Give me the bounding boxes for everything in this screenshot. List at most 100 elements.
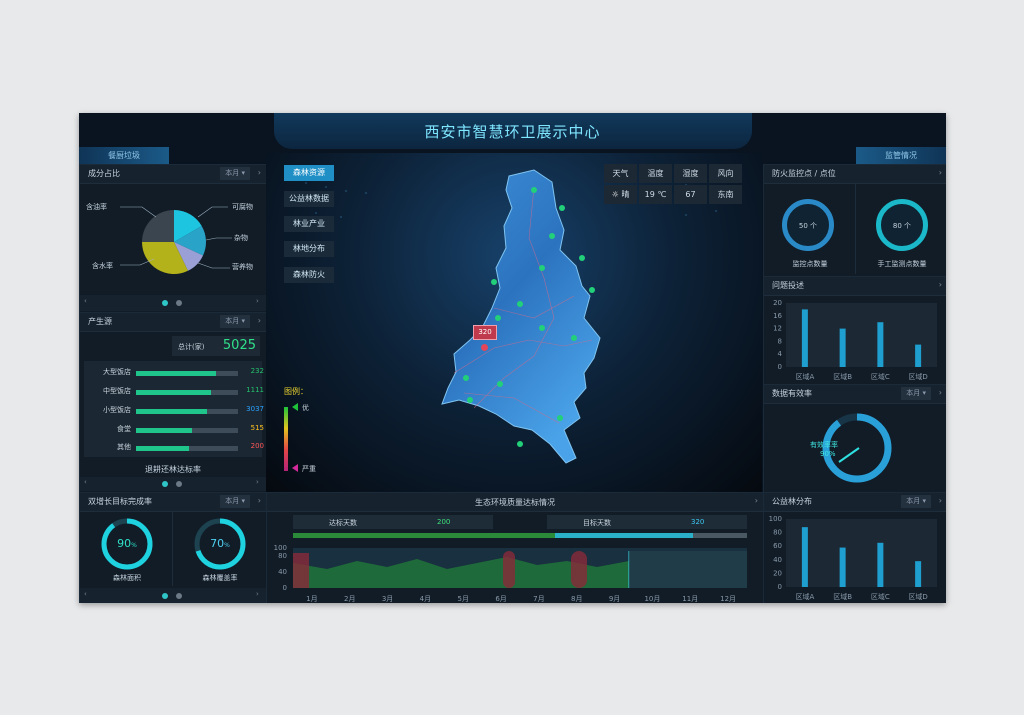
source-row-label: 其他	[117, 443, 131, 451]
legend-bottom-label: 严重	[302, 465, 316, 473]
problem-next-icon[interactable]: ›	[938, 280, 942, 289]
forest-ytick: 0	[778, 583, 782, 591]
menu-item-fire-prevention[interactable]: 森林防火	[284, 267, 334, 283]
map-marker-pin[interactable]	[481, 344, 488, 351]
source-row-bar	[136, 446, 190, 451]
forest-period-select[interactable]: 本月 ▾	[901, 495, 931, 508]
weather-value-wind: 东南	[709, 185, 742, 204]
growth-label-forest-area: 森林面积	[113, 574, 141, 582]
source-title: 产生源	[88, 317, 112, 326]
pager-dot[interactable]	[162, 300, 168, 306]
fire-value-manual: 80 个	[892, 222, 912, 230]
menu-item-forest-resource[interactable]: 森林资源	[284, 165, 334, 181]
growth-title: 双增长目标完成率	[88, 497, 152, 506]
eco-xtick: 12月	[720, 595, 736, 603]
efficiency-title: 数据有效率	[772, 389, 812, 398]
weather-header-weather: 天气	[604, 164, 637, 183]
growth-next-icon[interactable]: ›	[257, 496, 261, 505]
forest-bar	[915, 561, 922, 587]
eco-xtick: 6月	[495, 595, 506, 603]
composition-title: 成分占比	[88, 169, 120, 178]
pager-dot[interactable]	[162, 593, 168, 599]
eco-xtick: 3月	[382, 595, 393, 603]
weather-value-humidity: 67	[674, 185, 707, 204]
forest-ytick: 80	[773, 529, 782, 537]
growth-period-select[interactable]: 本月 ▾	[220, 495, 250, 508]
eco-xtick: 9月	[609, 595, 620, 603]
source-row-bar	[136, 371, 216, 376]
composition-period-select[interactable]: 本月 ▾	[220, 167, 250, 180]
forest-bar-chart: 0 20 40 60 80 100 区域A 区域B 区域C 区域D	[769, 515, 937, 601]
problem-panel: 问题投述 › 0 4 8 12 16 20 区域A 区域B 区域C 区域D	[763, 276, 946, 385]
eco-next-icon[interactable]: ›	[754, 496, 758, 505]
problem-plot-bg	[786, 303, 937, 367]
pie-slice-oil	[174, 210, 202, 242]
source-row-label: 小型饭店	[103, 406, 131, 414]
eco-target-value: 320	[691, 518, 705, 526]
growth-ring-coverage	[194, 518, 246, 570]
forest-header: 公益林分布 本月 ▾ ›	[764, 493, 946, 512]
eco-xtick: 8月	[571, 595, 582, 603]
eco-target: 目标天数 320	[547, 515, 747, 529]
forest-next-icon[interactable]: ›	[938, 496, 942, 505]
problem-ytick: 8	[778, 337, 782, 345]
sun-icon: ☼	[611, 190, 619, 199]
pager-dot[interactable]	[176, 481, 182, 487]
efficiency-period-select[interactable]: 本月 ▾	[901, 387, 931, 400]
title-band	[274, 113, 752, 149]
pager-dot[interactable]	[176, 593, 182, 599]
source-footer: 退耕还林达标率	[145, 465, 201, 474]
pie-label-oil: 含油率	[86, 203, 107, 211]
source-total-value: 5025	[222, 338, 256, 353]
page-title: 西安市智慧环卫展示中心	[424, 123, 601, 141]
eco-reach-label: 达标天数	[329, 519, 357, 527]
forest-ytick: 20	[773, 569, 782, 577]
source-row-value: 200	[250, 442, 264, 450]
pager-dot[interactable]	[162, 481, 168, 487]
problem-bar	[915, 344, 922, 367]
pie-slice-misc	[174, 242, 203, 271]
eco-xtick: 4月	[420, 595, 431, 603]
eco-ytick: 0	[283, 584, 287, 592]
fire-next-icon[interactable]: ›	[938, 168, 942, 177]
eco-reach-value: 200	[437, 518, 451, 526]
pie-label-misc: 杂物	[234, 234, 248, 242]
growth-label-coverage: 森林覆盖率	[202, 574, 238, 582]
map-marker-label[interactable]: 320	[473, 325, 497, 340]
source-next-icon[interactable]: ›	[257, 316, 261, 325]
eco-xtick: 5月	[458, 595, 469, 603]
source-row-value: 1111	[246, 386, 264, 394]
source-total: 总计(家) 5025	[172, 336, 260, 356]
pager-next-icon[interactable]: ›	[256, 590, 259, 598]
source-period-select[interactable]: 本月 ▾	[220, 315, 250, 328]
menu-item-forestry-industry[interactable]: 林业产业	[284, 216, 334, 232]
fire-label-monitor: 监控点数量	[792, 260, 828, 268]
forest-bar	[801, 527, 808, 587]
growth-panel: 双增长目标完成率 本月 ▾ › 90% 森林面积 70% 森林覆盖率 ‹ ›	[79, 492, 267, 603]
efficiency-next-icon[interactable]: ›	[938, 388, 942, 397]
pie-slice-perishable	[174, 226, 206, 256]
growth-ring-forest-area	[101, 518, 153, 570]
pager-prev-icon[interactable]: ‹	[84, 478, 87, 486]
eco-xtick: 7月	[533, 595, 544, 603]
tag-left[interactable]: 餐厨垃圾	[79, 147, 169, 164]
problem-ytick: 20	[773, 299, 782, 307]
problem-ytick: 12	[773, 325, 782, 333]
problem-xtick: 区域B	[833, 372, 852, 381]
eco-reach: 达标天数 200	[293, 515, 493, 529]
composition-next-icon[interactable]: ›	[257, 168, 261, 177]
pager-prev-icon[interactable]: ‹	[84, 590, 87, 598]
problem-ytick: 16	[773, 312, 782, 320]
pager-prev-icon[interactable]: ‹	[84, 297, 87, 305]
pager-next-icon[interactable]: ›	[256, 297, 259, 305]
pager-next-icon[interactable]: ›	[256, 478, 259, 486]
problem-bar	[801, 309, 808, 367]
eco-ytick: 40	[278, 568, 287, 576]
menu-item-public-forest[interactable]: 公益林数据	[284, 191, 334, 207]
pager-dot[interactable]	[176, 300, 182, 306]
menu-item-forest-distribution[interactable]: 林地分布	[284, 241, 334, 257]
tag-right[interactable]: 监管情况	[856, 147, 946, 164]
eco-ytick: 100	[274, 544, 287, 552]
forest-title: 公益林分布	[772, 497, 812, 506]
